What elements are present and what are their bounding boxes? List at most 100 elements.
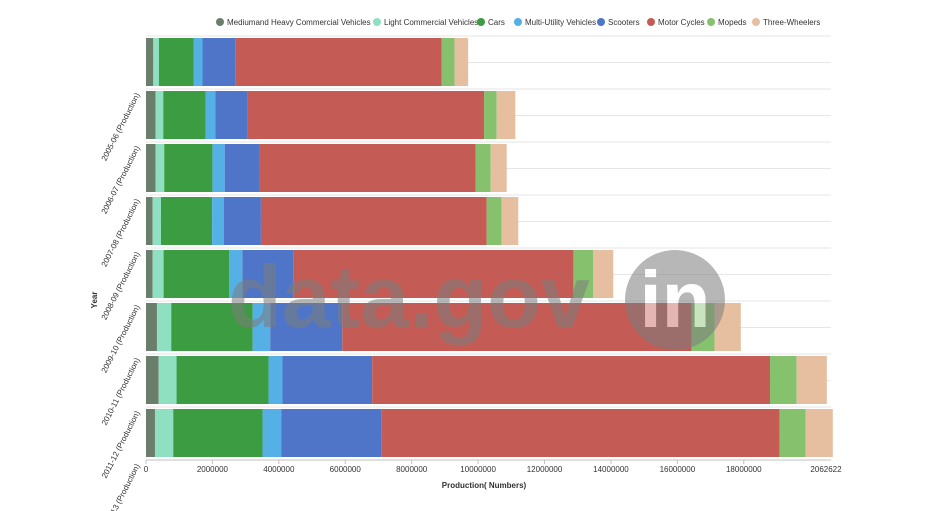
bar-segment[interactable] bbox=[202, 38, 236, 86]
x-tick-label: 14000000 bbox=[593, 465, 629, 474]
bar-segment[interactable] bbox=[242, 250, 294, 298]
bar-segment[interactable] bbox=[229, 250, 243, 298]
legend-label: Mopeds bbox=[718, 18, 746, 27]
legend-label: Scooters bbox=[608, 18, 640, 27]
legend-item[interactable]: Three-Wheelers bbox=[752, 18, 820, 27]
legend-item[interactable]: Light Commercial Vehicles bbox=[373, 18, 478, 27]
legend-swatch bbox=[514, 18, 522, 26]
bar-segment[interactable] bbox=[152, 197, 161, 245]
bar-segment[interactable] bbox=[490, 144, 507, 192]
bar-segment[interactable] bbox=[146, 303, 157, 351]
bar-segment[interactable] bbox=[475, 144, 491, 192]
bar-segment[interactable] bbox=[441, 38, 455, 86]
legend-swatch bbox=[373, 18, 381, 26]
bar-segment[interactable] bbox=[146, 91, 156, 139]
x-tick-label: 8000000 bbox=[396, 465, 428, 474]
bar-segment[interactable] bbox=[176, 356, 269, 404]
bar-segment[interactable] bbox=[193, 38, 203, 86]
x-axis-title: Production( Numbers) bbox=[442, 481, 527, 490]
bar-segment[interactable] bbox=[796, 356, 827, 404]
bar-segment[interactable] bbox=[262, 409, 282, 457]
bar-segment[interactable] bbox=[163, 250, 230, 298]
bar-segment[interactable] bbox=[146, 144, 156, 192]
legend-label: Cars bbox=[488, 18, 505, 27]
bar-segment[interactable] bbox=[158, 38, 194, 86]
x-tick-label: 10000000 bbox=[460, 465, 496, 474]
legend-item[interactable]: Scooters bbox=[597, 18, 640, 27]
bar-segment[interactable] bbox=[573, 250, 594, 298]
bar-segment[interactable] bbox=[146, 38, 154, 86]
bar-segment[interactable] bbox=[270, 303, 343, 351]
legend-swatch bbox=[597, 18, 605, 26]
legend-item[interactable]: Mopeds bbox=[707, 18, 746, 27]
bar-segment[interactable] bbox=[252, 303, 271, 351]
bar-segment[interactable] bbox=[153, 38, 159, 86]
bar-segment[interactable] bbox=[155, 144, 165, 192]
bar-segment[interactable] bbox=[805, 409, 833, 457]
x-axis-max-label: 2062622 bbox=[810, 465, 842, 474]
bar-segment[interactable] bbox=[146, 356, 159, 404]
legend-item[interactable]: Motor Cycles bbox=[647, 18, 705, 27]
bar-segment[interactable] bbox=[212, 197, 224, 245]
bar-segment[interactable] bbox=[146, 197, 153, 245]
x-tick-label: 0 bbox=[144, 465, 149, 474]
bar-segment[interactable] bbox=[268, 356, 283, 404]
legend-swatch bbox=[647, 18, 655, 26]
x-tick-label: 2000000 bbox=[197, 465, 229, 474]
bar-segment[interactable] bbox=[215, 91, 248, 139]
bar-segment[interactable] bbox=[593, 250, 614, 298]
bar-segment[interactable] bbox=[282, 356, 373, 404]
watermark-text: data.gov bbox=[228, 247, 590, 346]
legend-item[interactable]: Cars bbox=[477, 18, 505, 27]
bar-segment[interactable] bbox=[779, 409, 806, 457]
legend-item[interactable]: Mediumand Heavy Commercial Vehicles bbox=[216, 18, 371, 27]
watermark-logo: data.gov in bbox=[228, 247, 725, 350]
legend-label: Mediumand Heavy Commercial Vehicles bbox=[227, 18, 371, 27]
bar-segment[interactable] bbox=[146, 250, 153, 298]
bar-segment[interactable] bbox=[486, 197, 502, 245]
bar-segment[interactable] bbox=[156, 303, 172, 351]
legend-label: Multi-Utility Vehicles bbox=[525, 18, 596, 27]
x-tick-label: 4000000 bbox=[263, 465, 295, 474]
bar-segment[interactable] bbox=[173, 409, 263, 457]
y-axis-title: Year bbox=[90, 292, 99, 309]
bar-segment[interactable] bbox=[259, 144, 476, 192]
bar-segment[interactable] bbox=[372, 356, 771, 404]
legend-label: Light Commercial Vehicles bbox=[384, 18, 478, 27]
bar-segment[interactable] bbox=[293, 250, 574, 298]
x-axis-ticks: 0 2000000 4000000 6000000 8000000 10000000 120… bbox=[144, 460, 762, 474]
bar-segment[interactable] bbox=[224, 144, 260, 192]
bar-segment[interactable] bbox=[484, 91, 497, 139]
watermark-badge-text: in bbox=[639, 255, 710, 344]
bar-segment[interactable] bbox=[164, 144, 213, 192]
legend-swatch bbox=[477, 18, 485, 26]
bar-segment[interactable] bbox=[235, 38, 442, 86]
bar-segment[interactable] bbox=[146, 409, 155, 457]
bar-segment[interactable] bbox=[501, 197, 519, 245]
legend-swatch bbox=[752, 18, 760, 26]
x-tick-label: 18000000 bbox=[726, 465, 762, 474]
bar-segment[interactable] bbox=[247, 91, 485, 139]
bar-segment[interactable] bbox=[205, 91, 216, 139]
legend-label: Motor Cycles bbox=[658, 18, 705, 27]
bar-segment[interactable] bbox=[770, 356, 797, 404]
bar-segment[interactable] bbox=[212, 144, 225, 192]
legend-item[interactable]: Multi-Utility Vehicles bbox=[514, 18, 596, 27]
bar-segment[interactable] bbox=[158, 356, 177, 404]
bar-segment[interactable] bbox=[154, 409, 174, 457]
bar-segment[interactable] bbox=[171, 303, 253, 351]
bar-segment[interactable] bbox=[496, 91, 516, 139]
bar-segment[interactable] bbox=[281, 409, 382, 457]
bar-segment[interactable] bbox=[454, 38, 469, 86]
bar-segment[interactable] bbox=[155, 91, 164, 139]
bars bbox=[146, 38, 833, 457]
bar-segment[interactable] bbox=[152, 250, 164, 298]
bar-segment[interactable] bbox=[381, 409, 780, 457]
bar-segment[interactable] bbox=[163, 91, 206, 139]
bar-segment[interactable] bbox=[160, 197, 213, 245]
bar-segment[interactable] bbox=[260, 197, 487, 245]
bar-segment[interactable] bbox=[223, 197, 261, 245]
legend-swatch bbox=[216, 18, 224, 26]
